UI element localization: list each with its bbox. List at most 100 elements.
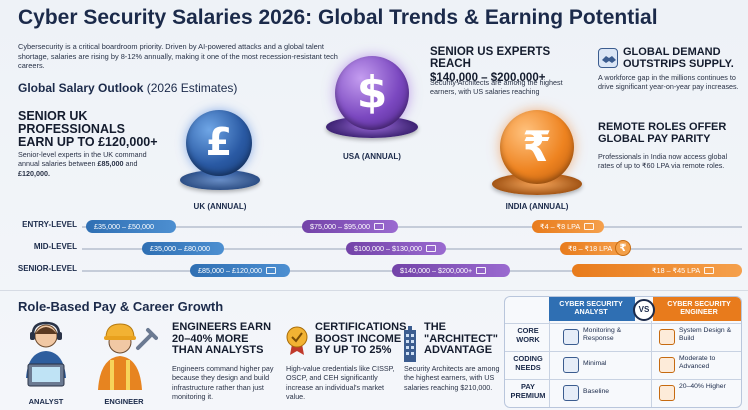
row-line [82, 226, 742, 228]
uk-callout-mid: and [123, 159, 138, 169]
monitor-icon [563, 329, 579, 345]
india-mid-range-text: ₹8 – ₹18 LPA [568, 244, 613, 253]
dollar-symbol: $ [356, 67, 388, 118]
salary-outlook-title: Global Salary Outlook [18, 81, 144, 95]
uk-entry-range-text: £35,000 – £50,000 [94, 222, 154, 231]
engineer-coding-needs: Moderate to Advanced [679, 355, 716, 370]
role-section-title: Role-Based Pay & Career Growth [18, 299, 224, 314]
uk-region-label: UK (ANNUAL) [193, 202, 247, 211]
india-region-label: INDIA (ANNUAL) [505, 202, 569, 211]
cash-icon [704, 267, 715, 274]
analyst-label: ANALYST [28, 397, 64, 406]
analyst-column-header: CYBER SECURITY ANALYST [559, 299, 623, 317]
core-work-label: CORE WORK [516, 326, 540, 344]
india-entry-range: ₹4 – ₹8 LPA [532, 220, 604, 233]
growth-chart-icon [659, 385, 675, 401]
uk-entry-range: £35,000 – £50,000 [86, 220, 176, 233]
coins-icon [563, 385, 579, 401]
us-entry-range-text: $75,000 – $95,000 [310, 222, 370, 231]
analyst-column-header-bg [549, 297, 635, 321]
code-window-icon [659, 357, 675, 373]
code-icon [563, 357, 579, 373]
uk-senior-range: £85,000 – £120,000 [190, 264, 290, 277]
analyst-core-work: Monitoring & Response [583, 327, 622, 342]
analyst-figure-icon [14, 318, 78, 394]
handshake-icon [598, 48, 618, 68]
table-divider [505, 323, 741, 324]
uk-mid-range: £35,000 – £80,000 [142, 242, 224, 255]
remote-callout-heading: REMOTE ROLES OFFER GLOBAL PAY PARITY [598, 121, 727, 145]
us-callout-heading: SENIOR US EXPERTS REACH $140,000 – $200,… [430, 46, 590, 84]
engineers-callout-heading: ENGINEERS EARN 20–40% MORE THAN ANALYSTS [172, 321, 272, 357]
rupee-coin-icon: ₹ [500, 110, 574, 184]
analyst-pay-premium: Baseline [583, 388, 610, 395]
cash-icon [373, 223, 384, 230]
salary-outlook-suffix: (2026 Estimates) [146, 81, 238, 95]
architect-callout-heading: THE "ARCHITECT" ADVANTAGE [424, 321, 498, 357]
entry-level-label: ENTRY-LEVEL [22, 220, 77, 229]
engineer-pay-premium: 20–40% Higher [679, 383, 726, 390]
senior-level-label: SENIOR-LEVEL [17, 264, 77, 273]
cash-icon [425, 245, 436, 252]
demand-callout-heading: GLOBAL DEMAND OUTSTRIPS SUPPLY. [623, 46, 734, 70]
remote-callout-body: Professionals in India now access global… [598, 152, 728, 171]
us-senior-range-text: $140,000 – $200,000+ [400, 266, 473, 275]
section-divider [0, 290, 748, 291]
engineer-column-header-bg [653, 297, 741, 321]
engineers-callout-body: Engineers command higher pay because the… [172, 364, 274, 402]
page-title: Cyber Security Salaries 2026: Global Tre… [18, 6, 658, 29]
table-divider [505, 351, 741, 352]
salary-rows: ENTRY-LEVEL £35,000 – £50,000 $75,000 – … [0, 216, 748, 286]
us-callout-heading-line1: SENIOR US EXPERTS REACH [430, 46, 551, 71]
engineer-figure-icon [88, 318, 158, 394]
mid-level-label: MID-LEVEL [33, 242, 77, 251]
us-region-label: USA (ANNUAL) [343, 152, 401, 161]
us-senior-range: $140,000 – $200,000+ [392, 264, 510, 277]
uk-callout-heading: SENIOR UK PROFESSIONALS EARN UP TO £120,… [18, 109, 158, 150]
pay-premium-label: PAY PREMIUM [510, 382, 546, 400]
skyscraper-icon [400, 326, 420, 362]
us-mid-range-text: $100,000 – $130,000 [354, 244, 422, 253]
certificate-badge-icon [286, 326, 308, 356]
architect-callout-body: Security Architects are among the highes… [404, 364, 500, 392]
us-callout-heading-line2: $140,000 – $200,000+ [430, 72, 546, 85]
uk-callout-high: £120,000. [18, 168, 50, 178]
us-mid-range: $100,000 – $130,000 [346, 242, 446, 255]
vs-badge: VS [633, 299, 655, 321]
gear-icon [659, 329, 675, 345]
uk-callout-body-start: Senior-level experts in the UK command a… [18, 150, 147, 169]
cash-icon [584, 223, 595, 230]
rupee-symbol: ₹ [522, 122, 552, 171]
pound-symbol: £ [205, 120, 233, 164]
cash-icon [265, 267, 276, 274]
uk-pedestal [180, 170, 260, 190]
india-mid-range: ₹8 – ₹18 LPA [560, 242, 628, 255]
cash-icon [476, 267, 487, 274]
engineer-label: ENGINEER [104, 397, 144, 406]
uk-callout-body: Senior-level experts in the UK command a… [18, 150, 168, 178]
demand-callout-body: A workforce gap in the millions continue… [598, 73, 739, 92]
salary-outlook-heading: Global Salary Outlook (2026 Estimates) [18, 81, 237, 95]
dollar-coin-icon: $ [335, 56, 409, 130]
india-senior-range: ₹18 – ₹45 LPA [572, 264, 742, 277]
uk-mid-range-text: £35,000 – £80,000 [150, 244, 210, 253]
rupee-icon: ₹ [615, 240, 631, 256]
role-comparison-table: CYBER SECURITY ANALYST CYBER SECURITY EN… [504, 296, 742, 408]
engineer-column-header: CYBER SECURITY ENGINEER [667, 299, 731, 317]
table-divider [651, 321, 652, 407]
india-senior-range-text: ₹18 – ₹45 LPA [652, 266, 701, 275]
india-pedestal [492, 173, 582, 195]
us-entry-range: $75,000 – $95,000 [302, 220, 398, 233]
coding-needs-label: CODING NEEDS [513, 354, 543, 372]
uk-senior-range-text: £85,000 – £120,000 [198, 266, 262, 275]
table-divider [505, 379, 741, 380]
us-callout-body: Security Architects are among the highes… [430, 78, 563, 97]
analyst-coding-needs: Minimal [583, 360, 607, 367]
pound-coin-icon: £ [186, 110, 252, 176]
intro-text: Cybersecurity is a critical boardroom pr… [18, 42, 338, 71]
table-divider [549, 321, 550, 407]
certs-callout-body: High-value credentials like CISSP, OSCP,… [286, 364, 395, 402]
india-entry-range-text: ₹4 – ₹8 LPA [540, 222, 581, 231]
certs-callout-heading: CERTIFICATIONS BOOST INCOME BY UP TO 25% [315, 321, 407, 357]
uk-callout-low: £85,000 [97, 159, 124, 169]
